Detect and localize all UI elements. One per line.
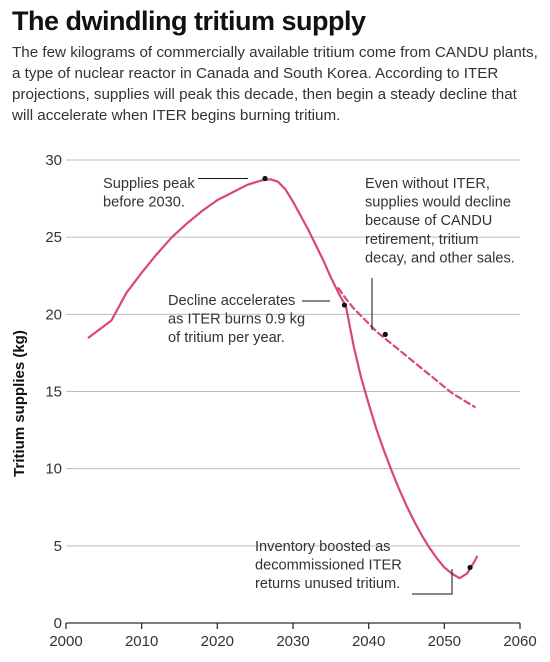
- y-axis-label: Tritium supplies (kg): [11, 330, 28, 477]
- annotation-1: Supplies peak before 2030.: [103, 175, 268, 211]
- annotation-line: decay, and other sales.: [365, 250, 515, 266]
- annotation-marker: [262, 175, 268, 182]
- x-tick-label: 2060: [503, 633, 536, 650]
- annotation-line: retirement, tritium: [365, 232, 479, 248]
- x-tick-label: 2050: [428, 633, 461, 650]
- y-tick-label: 30: [45, 152, 62, 169]
- x-tick-label: 2020: [201, 633, 234, 650]
- annotation-text: Supplies peak before 2030.: [103, 176, 195, 211]
- annotation-2: Even without ITER, supplies would decline…: [365, 176, 515, 337]
- series-group: [87, 178, 478, 580]
- annotation-4: Inventory boosted as decommissioned ITER r…: [255, 539, 473, 595]
- x-tick-label: 2000: [49, 633, 82, 650]
- annotation-line: decommissioned ITER: [255, 558, 402, 574]
- y-tick-label: 25: [45, 229, 62, 246]
- annotation-line: as ITER burns 0.9 kg: [168, 312, 305, 328]
- annotation-line: because of CANDU: [365, 213, 492, 229]
- y-tick-label: 5: [54, 538, 62, 555]
- annotations-group: Supplies peak before 2030. Even without IT…: [103, 175, 515, 595]
- annotation-line: before 2030.: [103, 195, 185, 211]
- annotation-line: returns unused tritium.: [255, 576, 400, 592]
- chart-subtitle: The few kilograms of commercially availa…: [12, 44, 538, 124]
- annotation-line: Inventory boosted as: [255, 539, 390, 555]
- series-line-projection: [87, 178, 478, 580]
- annotation-line: Supplies peak: [103, 176, 195, 192]
- annotation-line: Even without ITER,: [365, 176, 490, 192]
- x-tick-label: 2030: [276, 633, 309, 650]
- annotation-text: Inventory boosted as decommissioned ITER r…: [255, 539, 402, 592]
- annotation-3: Decline accelerates as ITER burns 0.9 kg o…: [168, 293, 348, 346]
- y-axis-ticks: 0 5 10 15 20 25 30: [45, 152, 62, 632]
- series-line-without-iter: [337, 287, 476, 408]
- x-axis-ticks: 2000 2010 2020 2030 2040 2050 2060: [49, 622, 537, 650]
- annotation-marker: [341, 302, 348, 308]
- y-tick-label: 0: [54, 615, 62, 632]
- annotation-text: Even without ITER, supplies would decline…: [365, 176, 515, 266]
- annotation-line: Decline accelerates: [168, 293, 295, 309]
- annotation-marker: [467, 564, 473, 571]
- y-tick-label: 20: [45, 306, 62, 323]
- annotation-text: Decline accelerates as ITER burns 0.9 kg o…: [168, 293, 305, 346]
- x-tick-label: 2010: [125, 633, 158, 650]
- x-tick-label: 2040: [352, 633, 385, 650]
- annotation-line: supplies would decline: [365, 195, 511, 211]
- y-tick-label: 15: [45, 384, 62, 401]
- annotation-leader: [412, 569, 453, 595]
- annotation-line: of tritium per year.: [168, 330, 285, 346]
- grid-lines: [66, 159, 520, 547]
- y-tick-label: 10: [45, 461, 62, 478]
- chart-title: The dwindling tritium supply: [12, 6, 366, 36]
- annotation-marker: [382, 331, 388, 337]
